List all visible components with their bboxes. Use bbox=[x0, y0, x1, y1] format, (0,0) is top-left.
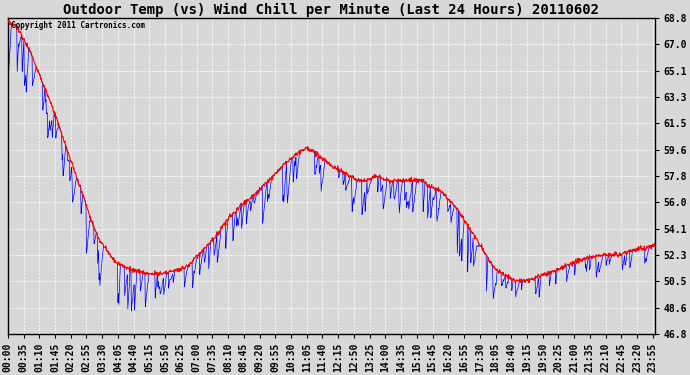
Title: Outdoor Temp (vs) Wind Chill per Minute (Last 24 Hours) 20110602: Outdoor Temp (vs) Wind Chill per Minute … bbox=[63, 3, 599, 17]
Text: Copyright 2011 Cartronics.com: Copyright 2011 Cartronics.com bbox=[11, 21, 145, 30]
